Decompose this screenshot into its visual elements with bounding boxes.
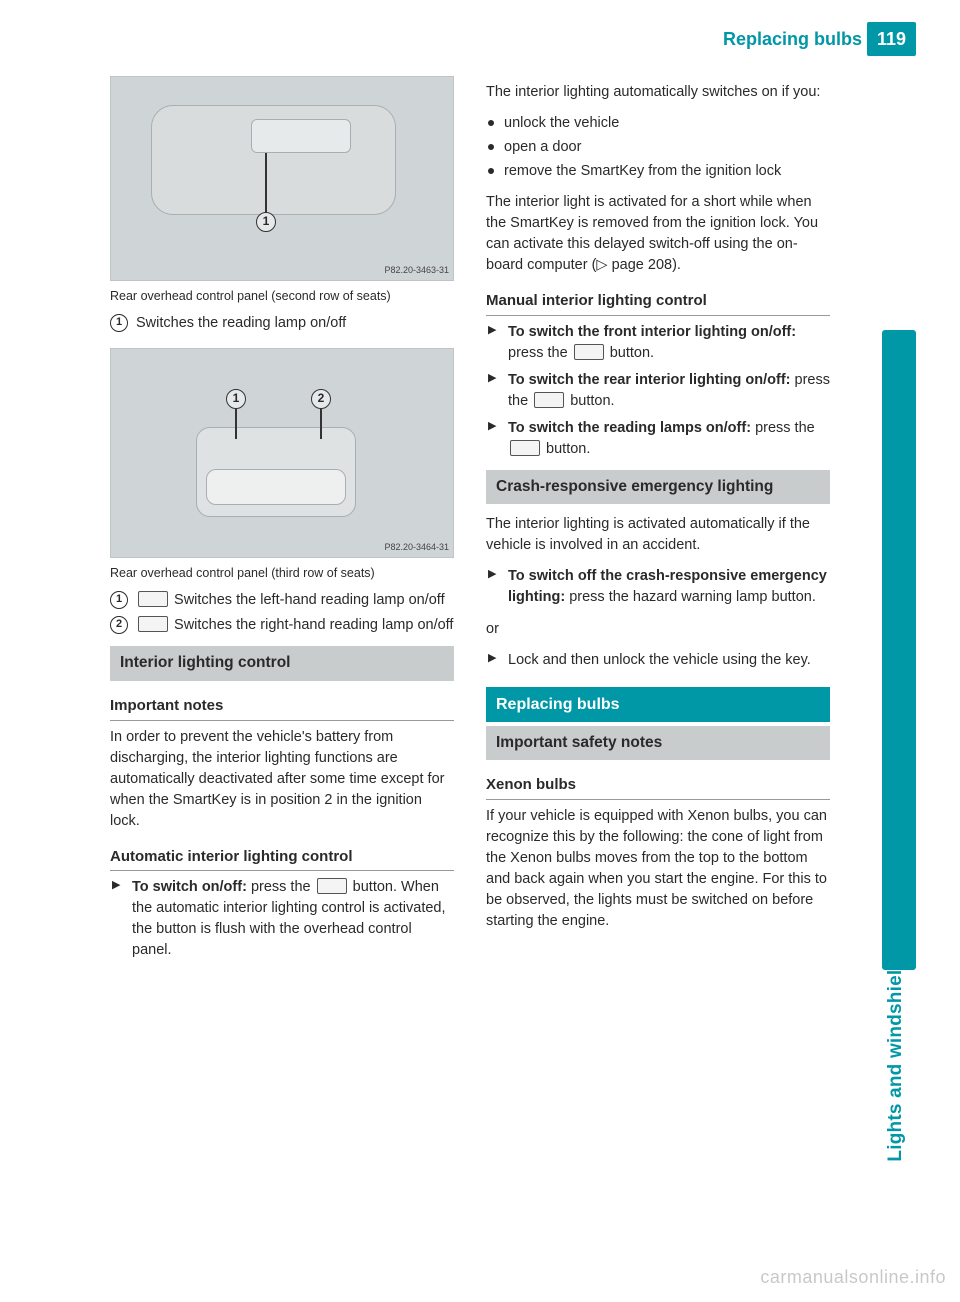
manual-page: Replacing bulbs 119 Lights and windshiel… <box>0 0 960 1302</box>
step-switch-off-crash: To switch off the crash-responsive emerg… <box>486 566 830 608</box>
subhead-automatic-control: Automatic interior lighting control <box>110 846 454 872</box>
step-switch-auto: To switch on/off: press the button. When… <box>110 877 454 961</box>
section-interior-lighting-control: Interior lighting control <box>110 646 454 680</box>
figure-caption: Rear overhead control panel (second row … <box>110 287 454 305</box>
paragraph: The interior lighting is activated autom… <box>486 514 830 556</box>
subhead-important-notes: Important notes <box>110 695 454 721</box>
step-lock-unlock: Lock and then unlock the vehicle using t… <box>486 650 830 671</box>
legend-number: 1 <box>110 314 128 332</box>
watermark: carmanualsonline.info <box>760 1264 946 1290</box>
paragraph: The interior lighting automatically swit… <box>486 82 830 103</box>
section-side-label: Lights and windshield wipers <box>882 891 910 1162</box>
paragraph: In order to prevent the vehicle's batter… <box>110 727 454 832</box>
subsection-safety-notes: Important safety notes <box>486 726 830 760</box>
legend-text: Switches the reading lamp on/off <box>136 313 346 334</box>
auto-light-icon <box>317 878 347 894</box>
subhead-manual-control: Manual interior lighting control <box>486 290 830 316</box>
legend-number: 1 <box>110 591 128 609</box>
reading-lamp-icon <box>510 440 540 456</box>
list-item: unlock the vehicle <box>486 113 830 134</box>
callout-1: 1 <box>256 212 276 232</box>
list-item: open a door <box>486 137 830 158</box>
callout-2: 2 <box>311 389 331 409</box>
legend-text: Switches the left-hand reading lamp on/o… <box>136 590 445 611</box>
left-column: 1 P82.20-3463-31 Rear overhead control p… <box>110 76 454 971</box>
step-reading-lamp: To switch the reading lamps on/off: pres… <box>486 418 830 460</box>
paragraph: If your vehicle is equipped with Xenon b… <box>486 806 830 932</box>
callout-1: 1 <box>226 389 246 409</box>
paragraph: The interior light is activated for a sh… <box>486 192 830 276</box>
rear-light-icon <box>534 392 564 408</box>
right-column: The interior lighting automatically swit… <box>486 76 830 971</box>
or-text: or <box>486 619 830 640</box>
section-replacing-bulbs: Replacing bulbs <box>486 687 830 722</box>
legend-item-1: 1 Switches the left-hand reading lamp on… <box>110 590 454 611</box>
figure-code: P82.20-3464-31 <box>384 541 449 554</box>
figure-caption: Rear overhead control panel (third row o… <box>110 564 454 582</box>
page-header: Replacing bulbs 119 <box>0 0 960 56</box>
figure-code: P82.20-3463-31 <box>384 264 449 277</box>
section-crash-lighting: Crash-responsive emergency lighting <box>486 470 830 504</box>
reading-lamp-icon <box>138 616 168 632</box>
step-rear-lighting: To switch the rear interior lighting on/… <box>486 370 830 412</box>
legend-number: 2 <box>110 616 128 634</box>
front-light-icon <box>574 344 604 360</box>
legend-text: Switches the right-hand reading lamp on/… <box>136 615 453 636</box>
section-tab <box>882 330 916 970</box>
step-front-lighting: To switch the front interior lighting on… <box>486 322 830 364</box>
list-item: remove the SmartKey from the ignition lo… <box>486 161 830 182</box>
figure-second-row-panel: 1 P82.20-3463-31 <box>110 76 454 281</box>
figure-third-row-panel: 1 2 P82.20-3464-31 <box>110 348 454 558</box>
legend-item-2: 2 Switches the right-hand reading lamp o… <box>110 615 454 636</box>
bullet-list: unlock the vehicle open a door remove th… <box>486 113 830 182</box>
reading-lamp-icon <box>138 591 168 607</box>
legend-item-1: 1 Switches the reading lamp on/off <box>110 313 454 334</box>
page-number: 119 <box>867 22 916 56</box>
header-title: Replacing bulbs <box>723 26 862 52</box>
subhead-xenon-bulbs: Xenon bulbs <box>486 774 830 800</box>
